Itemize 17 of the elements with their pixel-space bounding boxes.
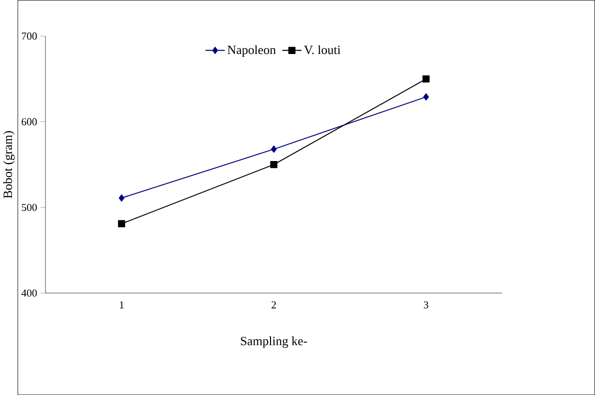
point <box>422 75 430 82</box>
y-tick-label: 500 <box>22 204 37 211</box>
legend-label: Napoleon <box>228 45 276 57</box>
y-axis-title: Bobot (gram) <box>3 131 15 198</box>
x-tick-label: 3 <box>424 301 428 308</box>
point <box>118 220 126 228</box>
point <box>423 93 429 100</box>
y-tick-label: 400 <box>21 289 37 297</box>
point <box>271 146 277 153</box>
x-tick-label: 1 <box>120 301 124 308</box>
y-tick-label: 600 <box>22 118 37 126</box>
point <box>118 194 124 202</box>
x-tick-label: 2 <box>272 301 276 308</box>
legend-label: V. louti <box>304 45 340 54</box>
x-axis-title: Sampling ke- <box>240 336 308 348</box>
y-tick-label: 700 <box>22 32 37 40</box>
point <box>270 160 278 168</box>
